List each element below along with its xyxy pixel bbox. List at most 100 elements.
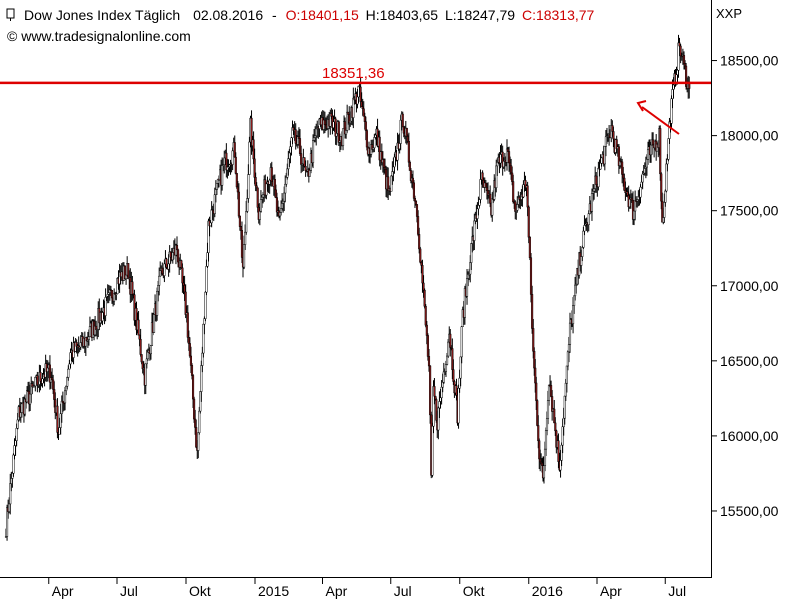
candle-body: [8, 503, 11, 512]
candle-body: [531, 294, 534, 329]
low-value: L:18247,79: [445, 7, 515, 23]
candle-body: [590, 193, 594, 212]
candle-body: [198, 410, 201, 433]
candle-body: [499, 154, 502, 164]
high-value: H:18403,65: [366, 7, 439, 23]
candle-body: [364, 121, 367, 131]
candle-body: [423, 289, 426, 307]
candle-body: [68, 363, 71, 370]
candle-body: [61, 400, 64, 403]
candle-body: [26, 390, 29, 403]
candle-body: [332, 121, 335, 129]
x-tick-label: Jul: [668, 583, 686, 599]
candle-body: [439, 397, 442, 402]
x-tick-label: Jul: [120, 583, 138, 599]
chart-header: Dow Jones Index Täglich 02.08.2016 - O:1…: [6, 7, 595, 44]
candle-body: [312, 140, 315, 163]
candle-body: [11, 473, 14, 479]
candle-body: [580, 256, 583, 266]
candle-body: [444, 364, 448, 372]
candle-body: [465, 278, 469, 297]
candle-body: [512, 181, 515, 203]
candle-body: [597, 167, 600, 188]
candle-body: [12, 454, 15, 474]
candle-body: [52, 379, 55, 390]
candle-body: [581, 247, 584, 257]
candle-body: [551, 396, 554, 412]
candle-body: [15, 428, 18, 441]
y-tick-label: 17500,00: [720, 203, 779, 219]
open-value: O:18401,15: [286, 7, 359, 23]
candle-body: [20, 403, 23, 413]
candle-body: [554, 422, 557, 432]
candle-body: [197, 432, 200, 451]
candle-body: [617, 146, 620, 166]
candle-body: [431, 425, 434, 476]
candle-body: [421, 265, 424, 284]
candle-body: [125, 274, 128, 280]
candle-body: [63, 390, 67, 404]
candle-body: [634, 200, 637, 212]
y-tick-label: 16500,00: [720, 353, 779, 369]
chart-date: 02.08.2016: [193, 7, 263, 23]
candle-body: [401, 113, 404, 128]
x-tick-label: Okt: [189, 583, 211, 599]
candle-body: [659, 128, 662, 175]
x-tick-label: Apr: [326, 583, 348, 599]
candle-body: [611, 125, 614, 132]
x-tick-label: 2016: [532, 583, 563, 599]
symbol-label: XXP: [716, 6, 742, 21]
candle-body: [626, 191, 629, 196]
candle-body: [140, 354, 143, 363]
x-tick-label: Apr: [52, 583, 74, 599]
candle-body: [678, 42, 681, 47]
candle-body: [243, 244, 246, 268]
candle-body: [419, 248, 422, 263]
candle-body: [183, 285, 186, 293]
candle-body: [582, 230, 585, 248]
y-tick-label: 16000,00: [720, 428, 779, 444]
candle-body: [440, 386, 443, 399]
candle-body: [529, 257, 533, 295]
arrow-shaft: [641, 106, 680, 135]
candle-body: [238, 215, 241, 227]
candle-body: [204, 291, 207, 319]
candle-body: [341, 128, 345, 146]
candle-body: [265, 183, 268, 196]
expand-icon[interactable]: [6, 8, 15, 21]
candle-body: [107, 292, 110, 295]
candle-body: [599, 162, 602, 170]
candle-body: [452, 369, 455, 382]
candle-body: [591, 191, 595, 194]
candle-body: [485, 187, 488, 192]
candle-body: [329, 113, 332, 127]
candle-body: [418, 234, 421, 250]
candle-body: [56, 405, 59, 433]
candle-body: [425, 324, 428, 336]
candle-body: [335, 133, 338, 137]
candle-body: [193, 398, 196, 420]
candle-body: [481, 172, 484, 181]
y-tick-label: 18000,00: [720, 128, 779, 144]
candle-body: [297, 136, 300, 139]
candle-body: [643, 168, 646, 174]
candle-body: [612, 131, 615, 140]
x-tick-label: Jul: [394, 583, 412, 599]
candle-body: [158, 275, 161, 286]
candle-body: [561, 426, 564, 446]
candle-body: [51, 377, 54, 381]
candle-body: [205, 266, 208, 293]
candle-body: [165, 258, 168, 268]
candle-body: [298, 138, 302, 154]
candle-body: [460, 326, 463, 358]
candle-body: [463, 288, 466, 318]
close-value: C:18313,77: [522, 7, 595, 23]
candle-body: [177, 249, 180, 263]
candle-body: [429, 365, 432, 416]
candle-body: [677, 42, 680, 71]
candle-body: [664, 190, 667, 203]
candle-body: [502, 161, 505, 168]
candle-body: [13, 445, 16, 456]
candle-body: [16, 419, 19, 429]
